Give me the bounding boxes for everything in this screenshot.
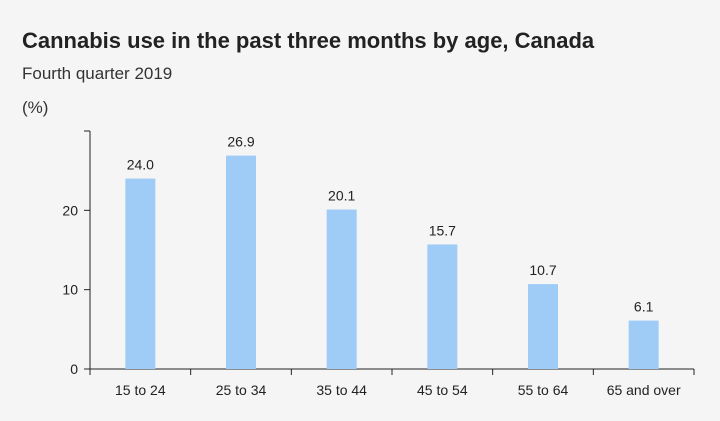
bar <box>427 244 458 369</box>
bars: 24.0 26.9 20.1 15.7 10.7 6.1 <box>125 134 659 369</box>
y-tick-label: 20 <box>62 202 78 218</box>
bar-value-label: 15.7 <box>429 222 456 238</box>
y-axis-unit-label: (%) <box>22 98 49 117</box>
bar-value-label: 20.1 <box>328 188 355 204</box>
bar-value-label: 6.1 <box>634 299 654 315</box>
y-tick-label: 0 <box>70 361 78 377</box>
y-axis: 0 10 20 <box>62 130 91 377</box>
bar-value-label: 10.7 <box>529 262 556 278</box>
bar <box>326 209 357 369</box>
bar-value-label: 24.0 <box>127 157 154 173</box>
bar-value-label: 26.9 <box>227 134 254 150</box>
x-tick-label: 35 to 44 <box>316 382 367 398</box>
bar <box>628 320 659 369</box>
x-tick-label: 25 to 34 <box>216 382 267 398</box>
x-tick-label: 65 and over <box>607 382 681 398</box>
bar <box>125 178 156 369</box>
x-axis: 15 to 24 25 to 34 35 to 44 45 to 54 55 to 64… <box>89 368 695 398</box>
x-tick-label: 15 to 24 <box>115 382 166 398</box>
chart-title: Cannabis use in the past three months by… <box>22 28 595 53</box>
bar <box>528 284 558 369</box>
bar <box>226 155 256 369</box>
y-tick-label: 10 <box>62 282 78 298</box>
chart-subtitle: Fourth quarter 2019 <box>22 64 173 83</box>
x-tick-label: 55 to 64 <box>518 382 569 398</box>
x-tick-label: 45 to 54 <box>417 382 468 398</box>
